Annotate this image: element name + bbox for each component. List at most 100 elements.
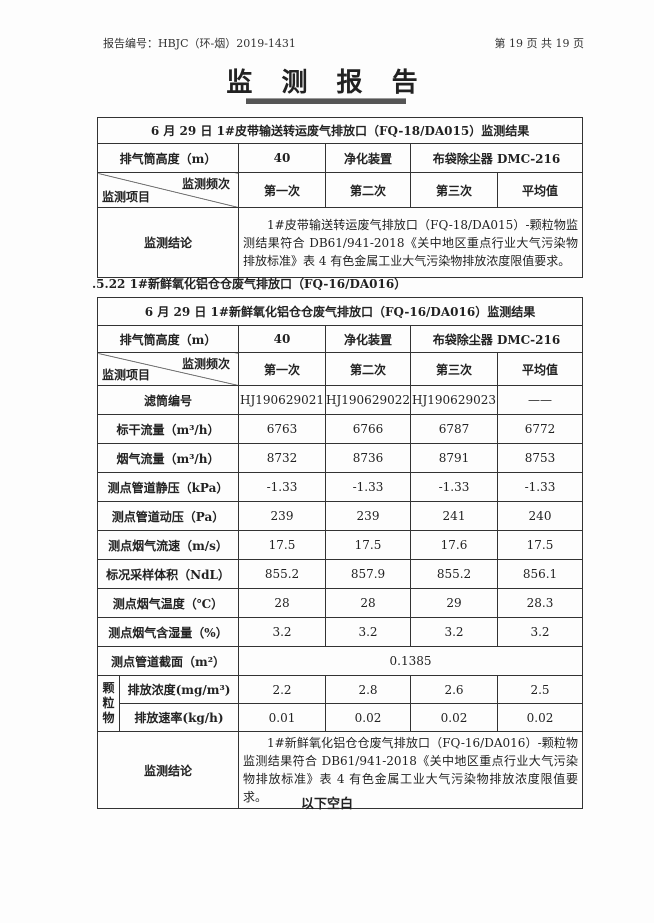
report-number: 报告编号：HBJC（环-烟）2019-1431 xyxy=(103,37,296,50)
conclusion-label: 监测结论 xyxy=(97,731,239,809)
cell: HJ190629021 xyxy=(238,385,326,415)
device-value: 布袋除尘器 DMC-216 xyxy=(409,143,584,173)
cell: 29 xyxy=(410,588,498,618)
diagonal-header: 监测频次监测项目 xyxy=(97,172,239,208)
cell: —— xyxy=(497,385,583,415)
cell: 0.02 xyxy=(325,703,411,732)
table-row: 测点烟气含湿量（%） 3.2 3.2 3.2 3.2 xyxy=(97,617,583,647)
row-label: 测点烟气流速（m/s） xyxy=(97,530,239,560)
cell: 17.5 xyxy=(497,530,583,560)
item-label: 监测项目 xyxy=(102,190,151,204)
freq-label: 监测频次 xyxy=(181,357,230,371)
device-label: 净化装置 xyxy=(325,143,411,173)
cell: 17.5 xyxy=(325,530,411,560)
table-row: 标况采样体积（NdL） 855.2 857.9 855.2 856.1 xyxy=(97,559,583,589)
cell: 857.9 xyxy=(325,559,411,589)
cell: 3.2 xyxy=(325,617,411,647)
cell: 3.2 xyxy=(238,617,326,647)
cell: 0.02 xyxy=(497,703,583,732)
results-table-2: 6 月 29 日 1#新鲜氧化铝仓仓废气排放口（FQ-16/DA016）监测结果… xyxy=(97,297,583,809)
col-header: 第三次 xyxy=(410,352,498,386)
cell: 6763 xyxy=(238,414,326,444)
row-label: 烟气流量（m³/h） xyxy=(97,443,239,473)
table-row: 测点管道静压（kPa） -1.33 -1.33 -1.33 -1.33 xyxy=(97,472,583,502)
col-header: 平均值 xyxy=(497,352,583,386)
height-label: 排气筒高度（m） xyxy=(97,143,239,173)
cell: 2.8 xyxy=(325,675,411,704)
cell: 3.2 xyxy=(497,617,583,647)
row-label: 滤筒编号 xyxy=(97,385,239,415)
cell: 239 xyxy=(325,501,411,531)
row-label: 测点烟气温度（℃） xyxy=(97,588,239,618)
table-row: 滤筒编号 HJ190629021 HJ190629022 HJ190629023 —— xyxy=(97,385,583,415)
cell: HJ190629022 xyxy=(325,385,411,415)
cell: -1.33 xyxy=(497,472,583,502)
row-label: 测点管道动压（Pa） xyxy=(97,501,239,531)
cell: 856.1 xyxy=(497,559,583,589)
cell: 855.2 xyxy=(410,559,498,589)
diagonal-header: 监测频次监测项目 xyxy=(97,352,239,386)
cell: 28 xyxy=(325,588,411,618)
section-heading: .5.22 1#新鲜氧化铝仓仓废气排放口（FQ-16/DA016） xyxy=(92,277,407,291)
cell: 8791 xyxy=(410,443,498,473)
device-label: 净化装置 xyxy=(325,325,411,353)
height-value: 40 xyxy=(238,143,326,173)
col-header: 第二次 xyxy=(325,172,411,208)
cell: 6766 xyxy=(325,414,411,444)
cell: 855.2 xyxy=(238,559,326,589)
cell: 2.5 xyxy=(497,675,583,704)
cell: HJ190629023 xyxy=(410,385,498,415)
col-header: 第一次 xyxy=(238,172,326,208)
row-label: 测点管道静压（kPa） xyxy=(97,472,239,502)
freq-label: 监测频次 xyxy=(181,177,230,191)
cell: 6772 xyxy=(497,414,583,444)
table-caption: 6 月 29 日 1#新鲜氧化铝仓仓废气排放口（FQ-16/DA016）监测结果 xyxy=(97,297,583,326)
cell: 17.5 xyxy=(238,530,326,560)
cell: 28 xyxy=(238,588,326,618)
row-label: 标干流量（m³/h） xyxy=(97,414,239,444)
cell: 8753 xyxy=(497,443,583,473)
table-caption: 6 月 29 日 1#皮带输送转运废气排放口（FQ-18/DA015）监测结果 xyxy=(96,117,584,144)
cell: 3.2 xyxy=(410,617,498,647)
col-header: 第一次 xyxy=(238,352,326,386)
cell: 6787 xyxy=(410,414,498,444)
page-title: 监 测 报 告 xyxy=(226,68,428,98)
cell: 0.02 xyxy=(410,703,498,732)
item-label: 监测项目 xyxy=(102,368,151,382)
pm-label: 颗粒物 xyxy=(97,675,120,732)
cell: 239 xyxy=(238,501,326,531)
end-note: 以下空白 xyxy=(300,797,353,812)
conclusion-text: 1#新鲜氧化铝仓仓废气排放口（FQ-16/DA016）-颗粒物监测结果符合 DB… xyxy=(238,731,583,809)
table-row: 测点烟气流速（m/s） 17.5 17.5 17.6 17.5 xyxy=(97,530,583,560)
col-header: 平均值 xyxy=(496,172,584,208)
cell: 8736 xyxy=(325,443,411,473)
col-header: 第二次 xyxy=(325,352,411,386)
cell: 240 xyxy=(497,501,583,531)
cell: 28.3 xyxy=(497,588,583,618)
cell: -1.33 xyxy=(238,472,326,502)
table-row: 烟气流量（m³/h） 8732 8736 8791 8753 xyxy=(97,443,583,473)
results-table-1: 6 月 29 日 1#皮带输送转运废气排放口（FQ-18/DA015）监测结果 … xyxy=(96,117,584,278)
row-label: 排放速率(kg/h) xyxy=(119,703,239,732)
conclusion-text: 1#皮带输送转运废气排放口（FQ-18/DA015）-颗粒物监测结果符合 DB6… xyxy=(237,207,584,278)
cell: -1.33 xyxy=(325,472,411,502)
row-label: 排放浓度(mg/m³) xyxy=(119,675,239,704)
col-header: 第三次 xyxy=(410,172,498,208)
row-label: 标况采样体积（NdL） xyxy=(97,559,239,589)
cell: 241 xyxy=(410,501,498,531)
height-value: 40 xyxy=(238,325,326,353)
title-underline xyxy=(246,98,406,104)
cell: -1.33 xyxy=(410,472,498,502)
table-row: 标干流量（m³/h） 6763 6766 6787 6772 xyxy=(97,414,583,444)
table-row: 测点管道动压（Pa） 239 239 241 240 xyxy=(97,501,583,531)
height-label: 排气筒高度（m） xyxy=(97,325,239,353)
cell: 2.2 xyxy=(238,675,326,704)
section-area-label: 测点管道截面（m²） xyxy=(97,646,239,676)
device-value: 布袋除尘器 DMC-216 xyxy=(410,325,583,353)
cell: 8732 xyxy=(238,443,326,473)
table-row: 测点烟气温度（℃） 28 28 29 28.3 xyxy=(97,588,583,618)
conclusion-label: 监测结论 xyxy=(97,207,239,278)
page-number: 第 19 页 共 19 页 xyxy=(494,37,584,50)
cell: 0.01 xyxy=(238,703,326,732)
